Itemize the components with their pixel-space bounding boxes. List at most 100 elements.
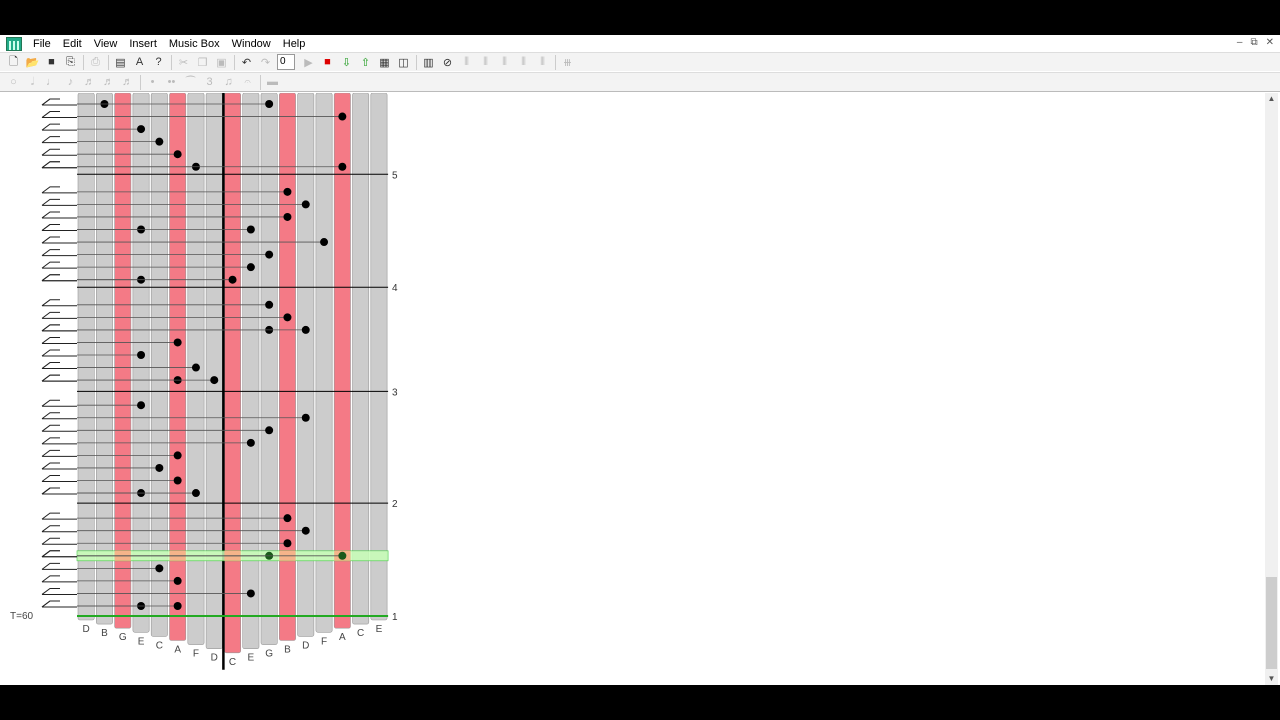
redo-icon[interactable]: ↷ bbox=[260, 56, 271, 69]
note-B[interactable] bbox=[283, 313, 292, 322]
note-E[interactable] bbox=[137, 125, 146, 134]
view-icon[interactable]: ▦ bbox=[379, 56, 390, 69]
tine-F-13[interactable] bbox=[315, 93, 333, 633]
note-D[interactable] bbox=[210, 376, 219, 385]
new-icon[interactable]: 🗋 bbox=[9, 55, 18, 68]
tine-icon[interactable]: ⦀ bbox=[483, 55, 488, 68]
note-C[interactable] bbox=[155, 564, 164, 573]
note-G[interactable] bbox=[265, 100, 274, 108]
whole-note-icon[interactable]: ○ bbox=[10, 76, 17, 88]
tine-all-icon[interactable]: ⧻ bbox=[562, 56, 573, 69]
note-F[interactable] bbox=[320, 238, 329, 247]
download-icon[interactable]: ⇩ bbox=[341, 56, 352, 69]
tine-A-14[interactable] bbox=[333, 93, 351, 629]
note-E[interactable] bbox=[246, 225, 255, 234]
tine-icon[interactable]: ⦀ bbox=[521, 55, 526, 68]
note-B[interactable] bbox=[283, 514, 292, 523]
score-view[interactable]: D B G E C A F D C E G B D F A C E 1 2 3 4 5 T=60 bbox=[0, 93, 1264, 685]
32nd-note-icon[interactable]: ♬ bbox=[103, 76, 114, 88]
rest-icon[interactable]: ▬ bbox=[267, 76, 278, 88]
double-dot-icon[interactable]: •• bbox=[167, 76, 176, 88]
tine-D-12[interactable] bbox=[297, 93, 315, 637]
note-F[interactable] bbox=[191, 363, 200, 372]
paste-icon[interactable]: ▣ bbox=[216, 56, 227, 69]
menu-window[interactable]: Window bbox=[231, 37, 271, 50]
note-E[interactable] bbox=[246, 589, 255, 598]
eighth-note-icon[interactable]: ♪ bbox=[67, 76, 74, 88]
note-G[interactable] bbox=[265, 426, 274, 435]
note-B[interactable] bbox=[283, 187, 292, 196]
tie-icon[interactable]: ⁀ bbox=[186, 76, 195, 89]
tine-C-4[interactable] bbox=[150, 93, 168, 637]
menu-insert[interactable]: Insert bbox=[129, 37, 157, 50]
tine-E-16[interactable] bbox=[370, 93, 388, 621]
tine-E-9[interactable] bbox=[242, 93, 260, 649]
restore-icon[interactable]: ⧉ bbox=[1250, 37, 1258, 48]
tine-C-15[interactable] bbox=[352, 93, 370, 625]
midi-icon[interactable]: ▥ bbox=[423, 56, 434, 69]
play-icon[interactable]: ▶ bbox=[304, 56, 313, 69]
position-field[interactable]: 0 bbox=[277, 54, 295, 70]
tine-icon[interactable]: ⦀ bbox=[502, 55, 507, 68]
tine-G-2[interactable] bbox=[114, 93, 132, 629]
dot-icon[interactable]: • bbox=[150, 76, 155, 88]
scroll-up-icon[interactable]: ▲ bbox=[1267, 94, 1276, 103]
half-note-icon[interactable]: 𝅗𝅥 bbox=[30, 75, 35, 88]
note-E[interactable] bbox=[137, 401, 146, 410]
save-icon[interactable]: ■ bbox=[48, 56, 55, 68]
tine-E-3[interactable] bbox=[132, 93, 150, 633]
close-icon[interactable]: ✕ bbox=[1265, 37, 1274, 48]
note-F[interactable] bbox=[191, 489, 200, 498]
note-G[interactable] bbox=[265, 250, 274, 259]
triplet-icon[interactable]: 3 bbox=[206, 76, 213, 88]
open-icon[interactable]: 📂 bbox=[25, 56, 40, 69]
tine-icon[interactable]: ⦀ bbox=[540, 55, 545, 68]
scroll-down-icon[interactable]: ▼ bbox=[1267, 674, 1276, 683]
help-icon[interactable]: ? bbox=[155, 56, 162, 68]
tine-B-1[interactable] bbox=[96, 93, 113, 625]
stop-icon[interactable]: ■ bbox=[324, 56, 331, 68]
menu-help[interactable]: Help bbox=[282, 37, 306, 50]
note-D[interactable] bbox=[301, 413, 310, 422]
note-A[interactable] bbox=[338, 551, 347, 560]
note-A[interactable] bbox=[173, 451, 182, 460]
tine-D-7[interactable] bbox=[205, 93, 223, 649]
copy-icon[interactable]: ❐ bbox=[197, 56, 208, 69]
menu-view[interactable]: View bbox=[93, 37, 118, 50]
note-E[interactable] bbox=[246, 263, 255, 272]
note-A[interactable] bbox=[173, 602, 182, 610]
note-A[interactable] bbox=[173, 150, 182, 159]
split-icon[interactable]: ◫ bbox=[398, 56, 409, 69]
properties-icon[interactable]: ▤ bbox=[115, 56, 126, 69]
vertical-scrollbar[interactable]: ▲ ▼ bbox=[1265, 93, 1278, 685]
undo-icon[interactable]: ↶ bbox=[241, 56, 252, 69]
sixteenth-note-icon[interactable]: ♬ bbox=[84, 76, 95, 88]
note-D[interactable] bbox=[301, 200, 310, 209]
menu-file[interactable]: File bbox=[33, 37, 51, 50]
text-icon[interactable]: A bbox=[135, 56, 144, 68]
note-B[interactable] bbox=[283, 539, 292, 548]
tine-abc-icon[interactable]: ⦀ bbox=[464, 55, 469, 68]
tine-D-0[interactable] bbox=[77, 93, 95, 621]
note-C[interactable] bbox=[228, 275, 237, 284]
note-E[interactable] bbox=[246, 438, 255, 447]
64th-note-icon[interactable]: ♬ bbox=[122, 76, 133, 88]
tine-G-10[interactable] bbox=[260, 93, 278, 645]
note-C[interactable] bbox=[155, 137, 164, 146]
note-D[interactable] bbox=[301, 325, 310, 334]
note-A[interactable] bbox=[338, 162, 347, 171]
quarter-note-icon[interactable]: ♩ bbox=[46, 76, 57, 88]
tine-B-11[interactable] bbox=[279, 93, 296, 641]
note-A[interactable] bbox=[173, 338, 182, 347]
upload-icon[interactable]: ⇧ bbox=[360, 56, 371, 69]
menu-music-box[interactable]: Music Box bbox=[168, 37, 220, 50]
minimize-icon[interactable]: – bbox=[1236, 37, 1243, 48]
note-A[interactable] bbox=[338, 112, 347, 121]
scroll-thumb[interactable] bbox=[1266, 577, 1277, 669]
note-A[interactable] bbox=[173, 576, 182, 585]
note-A[interactable] bbox=[173, 476, 182, 485]
note-C[interactable] bbox=[155, 463, 164, 472]
export-icon[interactable]: ⎘ bbox=[66, 55, 75, 68]
note-D[interactable] bbox=[301, 526, 310, 535]
